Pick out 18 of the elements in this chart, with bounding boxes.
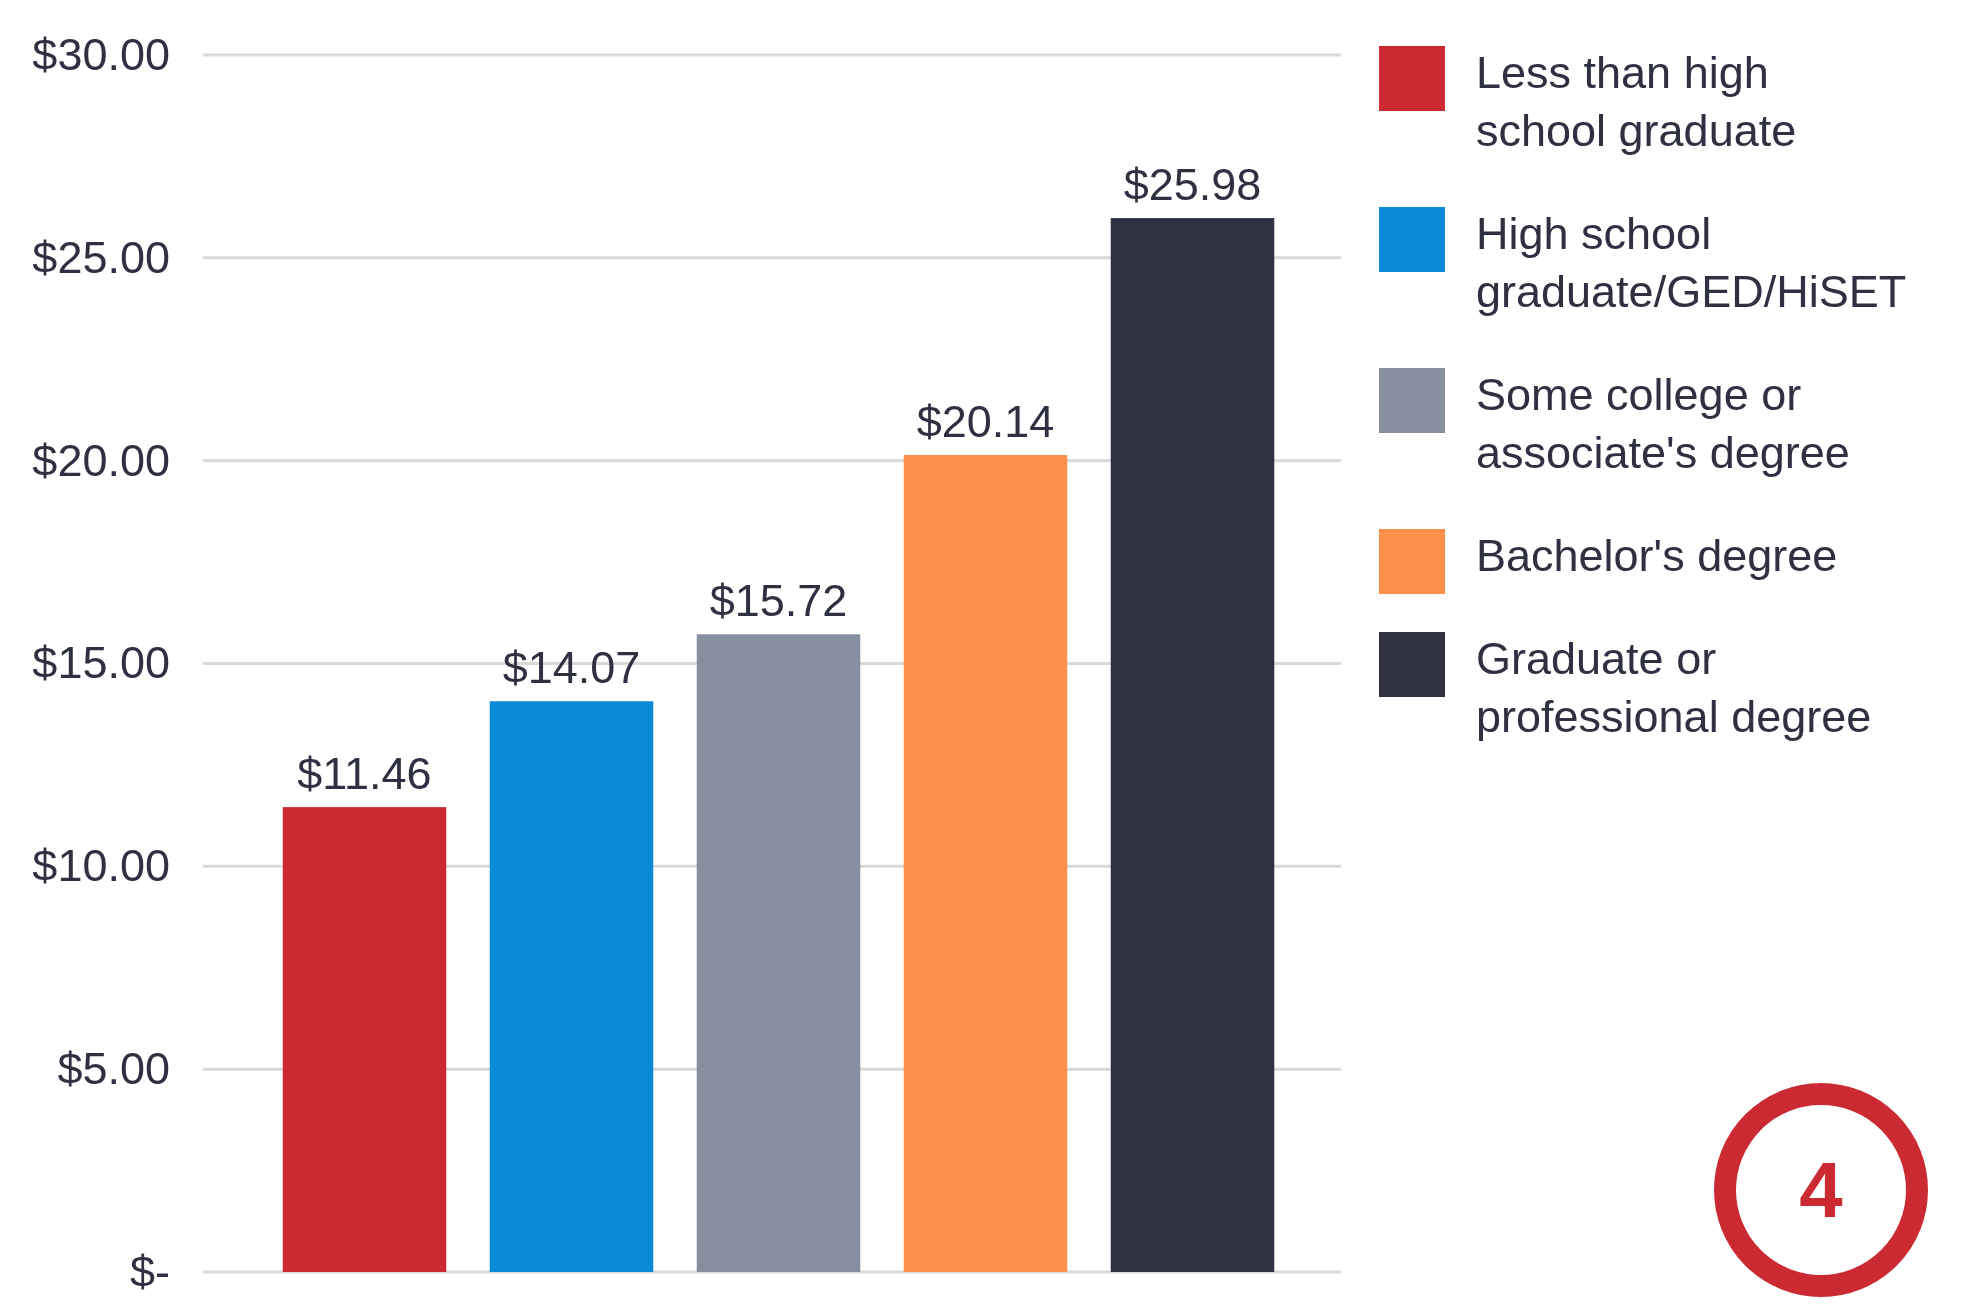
y-tick-label: $20.00	[32, 434, 170, 486]
text: 4	[1799, 1146, 1843, 1234]
y-tick-label: $30.00	[32, 28, 170, 80]
y-tick-label: $10.00	[32, 840, 170, 892]
legend-label: Some college or associate's degree	[1476, 369, 1850, 478]
data-label: $14.07	[502, 642, 641, 694]
legend-label: Less than high school graduate	[1476, 47, 1797, 156]
legend-label: High school graduate/GED/HiSET	[1476, 208, 1907, 317]
data-label: $20.14	[916, 395, 1055, 447]
data-label: $15.72	[709, 575, 848, 627]
y-tick-label: $5.00	[57, 1043, 170, 1095]
y-tick-label: $25.00	[32, 231, 170, 283]
legend-label: Bachelor's degree	[1476, 530, 1838, 581]
data-label: $25.98	[1123, 159, 1262, 211]
legend-label: Graduate or professional degree	[1476, 633, 1872, 742]
y-tick-label: $-	[129, 1245, 170, 1297]
data-label: $11.46	[297, 748, 432, 800]
y-tick-label: $15.00	[32, 637, 170, 689]
